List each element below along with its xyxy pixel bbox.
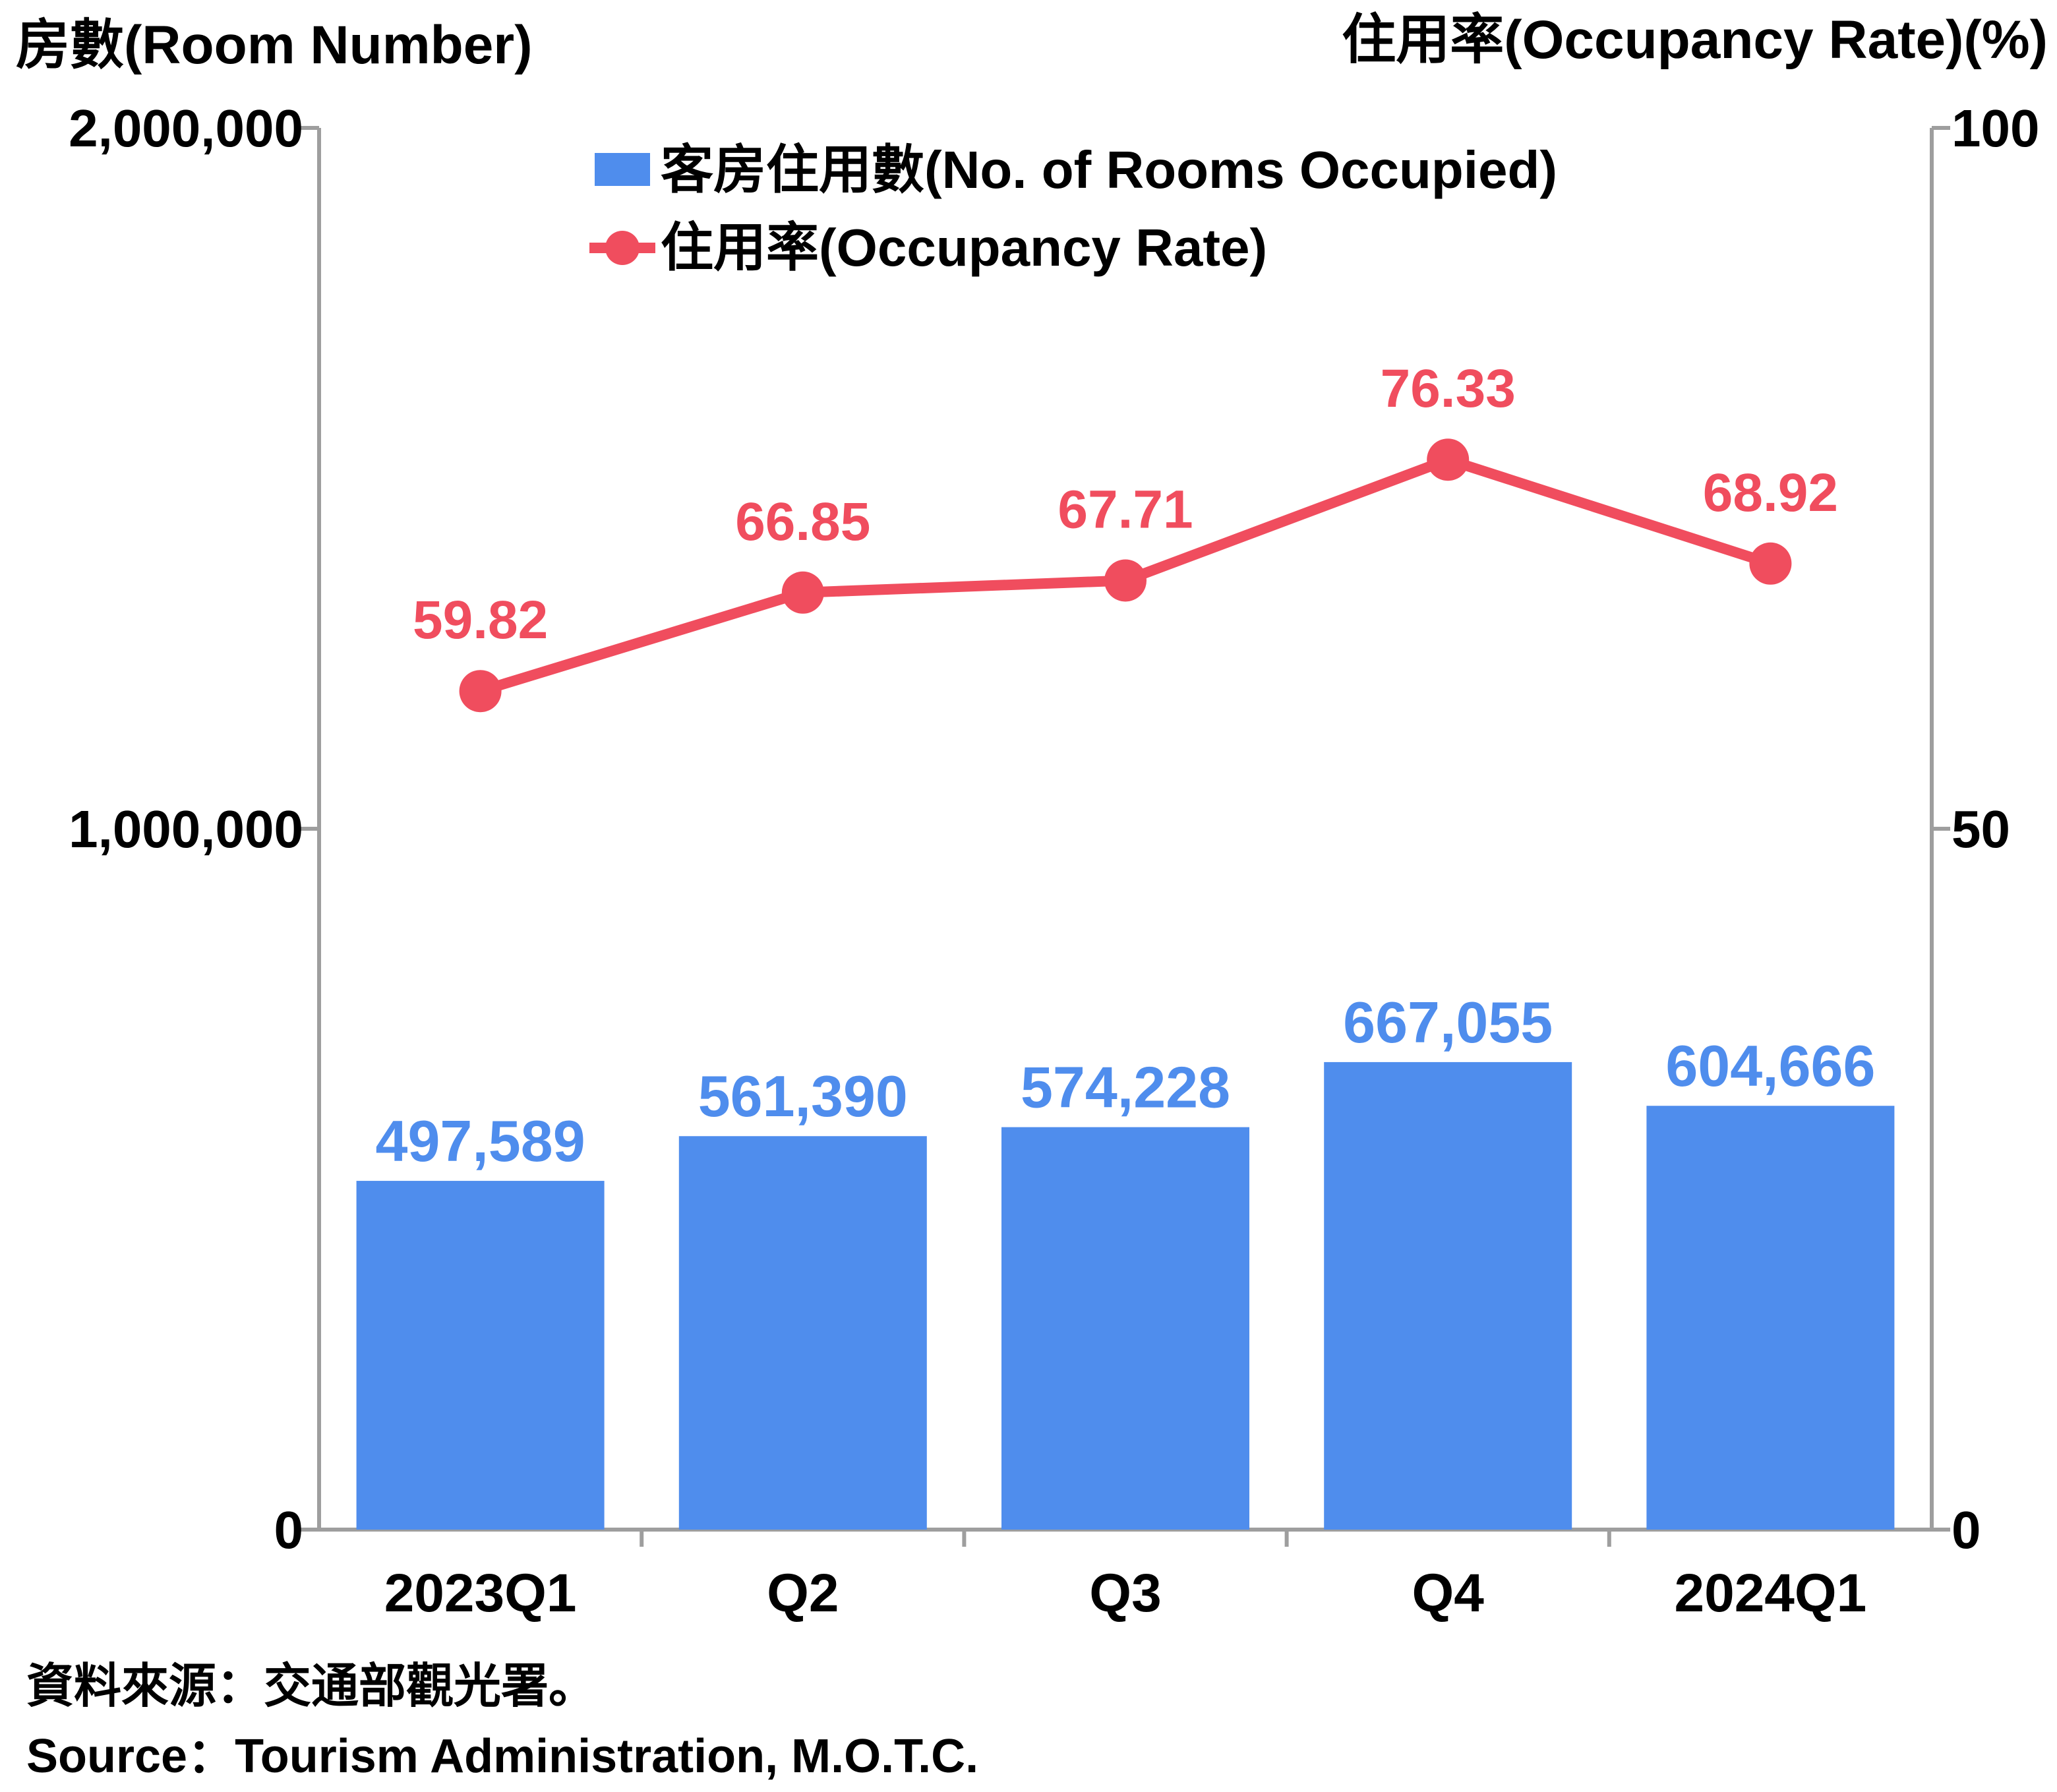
bar-data-label: 604,666	[1665, 1033, 1875, 1098]
line-data-label: 68.92	[1703, 463, 1838, 523]
y-left-tick-label: 1,000,000	[69, 800, 303, 858]
line-data-label: 67.71	[1058, 479, 1193, 539]
y-left-tick-label: 2,000,000	[69, 99, 303, 158]
line-data-label: 76.33	[1381, 359, 1516, 419]
legend-line-marker	[605, 231, 640, 265]
legend-line-label: 住用率(Occupancy Rate)	[661, 218, 1267, 277]
occupancy-line: 59.82 66.85 67.71 76.33 68.92	[413, 359, 1838, 713]
line-data-label: 66.85	[735, 492, 870, 552]
bar	[356, 1181, 605, 1530]
legend-bar-label: 客房住用數(No. of Rooms Occupied)	[661, 140, 1557, 199]
x-tick-label: Q4	[1412, 1563, 1485, 1623]
source-zh: 資料來源：交通部觀光署。	[26, 1660, 596, 1713]
bar-data-label: 667,055	[1343, 990, 1553, 1055]
y-right-tick-label: 50	[1952, 800, 2010, 858]
line-point	[1749, 542, 1792, 585]
x-tick-label: Q3	[1089, 1563, 1161, 1623]
x-tick-label: 2023Q1	[384, 1563, 577, 1623]
bar	[1001, 1127, 1249, 1530]
line-point	[1427, 438, 1470, 481]
bars: 497,589 561,390 574,228 667,055 604,666	[356, 990, 1895, 1530]
line-point	[781, 571, 824, 614]
bar-data-label: 574,228	[1021, 1055, 1230, 1120]
line-point	[1104, 559, 1147, 602]
bar-data-label: 497,589	[376, 1108, 585, 1174]
axes: 0 1,000,000 2,000,000 0 50 100 2023Q1 Q2 Q3 Q4 202…	[69, 99, 2039, 1623]
x-tick-label: Q2	[767, 1563, 839, 1623]
legend: 客房住用數(No. of Rooms Occupied) 住用率(Occupan…	[589, 140, 1557, 277]
legend-bar-swatch	[595, 153, 650, 186]
y-right-tick-label: 100	[1952, 99, 2039, 158]
source-en: Source：Tourism Administration, M.O.T.C.	[26, 1730, 978, 1783]
bar-data-label: 561,390	[698, 1063, 908, 1129]
bar	[1646, 1106, 1895, 1530]
line-point	[459, 670, 502, 713]
y-right-tick-label: 0	[1952, 1501, 1981, 1559]
line-data-label: 59.82	[413, 590, 548, 650]
x-tick-label: 2024Q1	[1674, 1563, 1866, 1623]
y-left-tick-label: 0	[274, 1501, 304, 1559]
bar	[678, 1136, 927, 1530]
bar	[1324, 1061, 1572, 1530]
y-right-axis-title: 住用率(Occupancy Rate)(%)	[1342, 10, 2048, 70]
y-left-axis-title: 房數(Room Number)	[16, 15, 533, 75]
